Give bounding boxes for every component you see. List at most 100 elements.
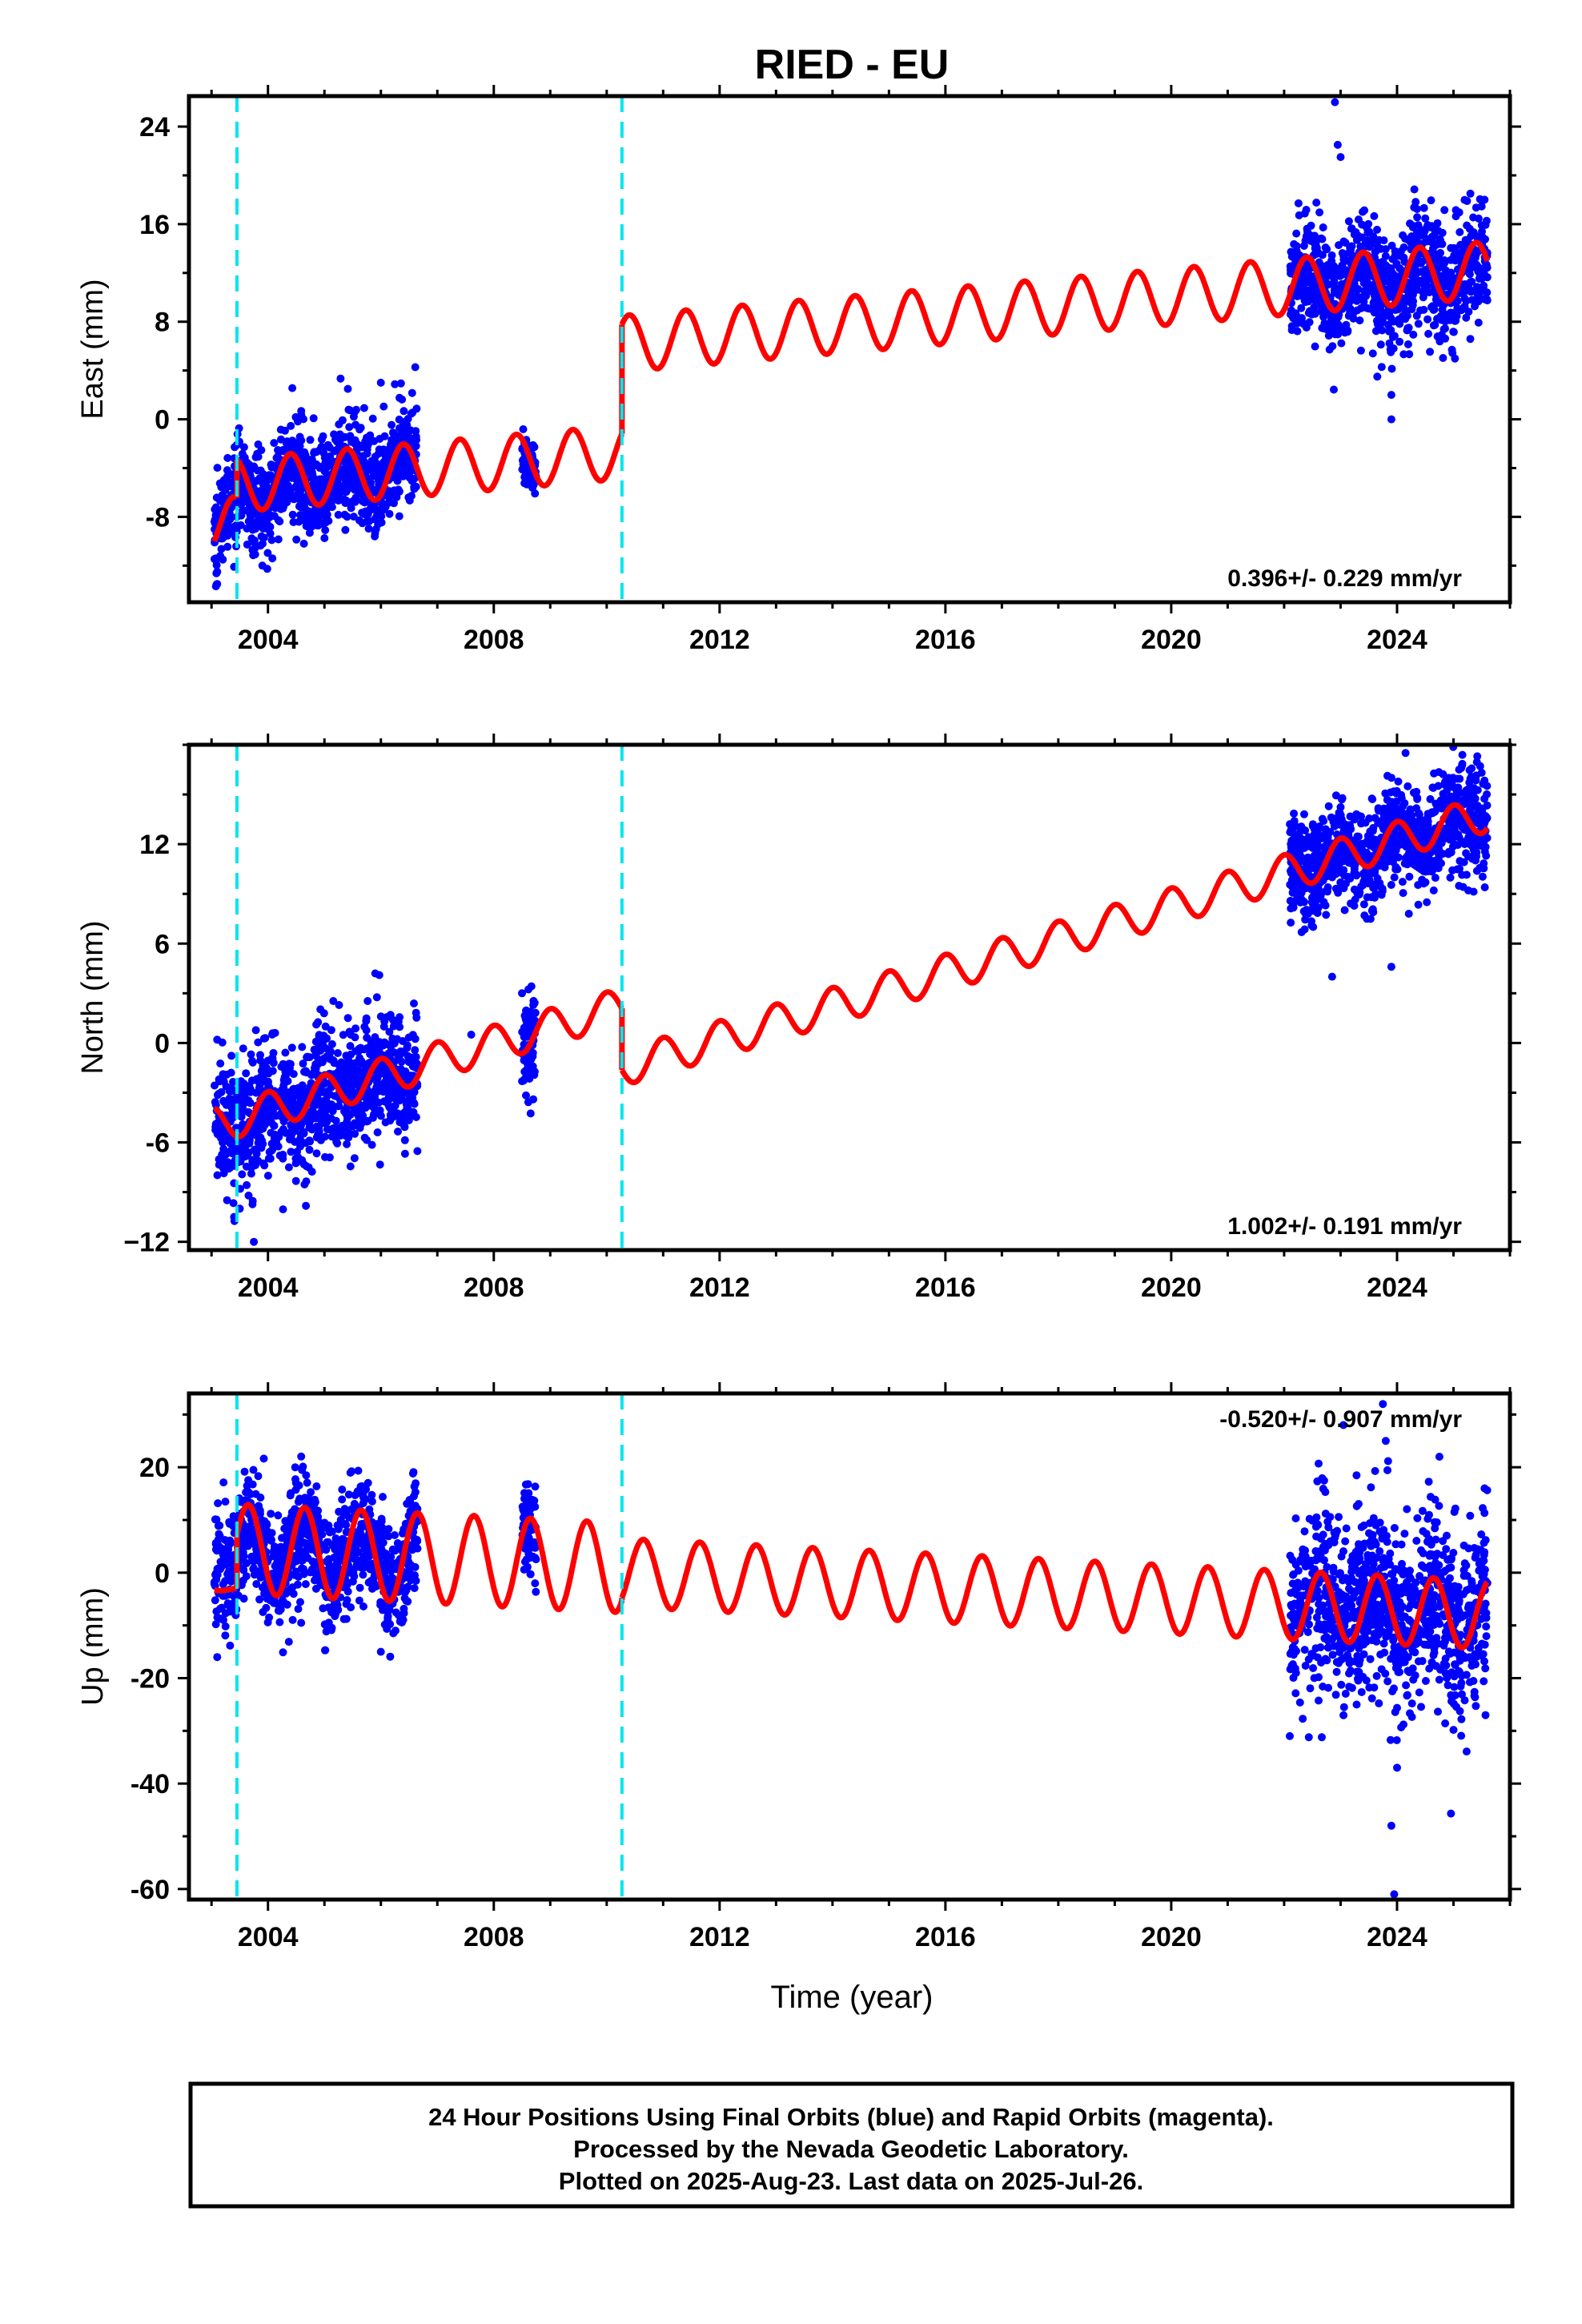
data-point — [1287, 919, 1295, 927]
data-point — [522, 1091, 530, 1100]
data-point — [1469, 213, 1478, 222]
data-point — [1347, 246, 1355, 255]
data-point — [1473, 752, 1482, 761]
data-point — [345, 1077, 354, 1086]
data-point — [213, 580, 222, 589]
data-point — [284, 1163, 293, 1172]
data-point — [307, 1168, 316, 1176]
data-point — [258, 1136, 267, 1145]
data-point — [1371, 893, 1379, 902]
data-point — [279, 1059, 287, 1068]
data-point — [1370, 308, 1379, 317]
data-point — [1333, 140, 1342, 149]
data-point — [1466, 189, 1475, 198]
data-point — [343, 468, 351, 476]
data-point — [1481, 811, 1490, 820]
data-point — [367, 1037, 376, 1046]
data-point — [1391, 281, 1399, 290]
data-point — [266, 529, 275, 538]
data-point — [279, 1084, 287, 1093]
data-point — [1376, 320, 1385, 329]
data-point — [1439, 834, 1448, 843]
data-point — [1406, 805, 1415, 814]
data-point — [226, 1113, 235, 1122]
data-point — [1483, 790, 1492, 798]
data-point — [1413, 794, 1422, 802]
data-point — [1379, 257, 1387, 266]
data-point — [320, 467, 329, 476]
data-point — [258, 1068, 267, 1076]
data-point — [1421, 214, 1430, 223]
data-point — [294, 1605, 303, 1614]
data-point — [1476, 863, 1485, 872]
data-point — [1399, 253, 1408, 262]
data-point — [1331, 272, 1340, 280]
data-point — [360, 1023, 369, 1031]
data-point — [1321, 243, 1330, 252]
data-point — [1470, 261, 1479, 270]
data-point — [338, 1495, 347, 1504]
data-point — [315, 1035, 323, 1043]
data-point — [381, 452, 390, 461]
data-point — [385, 1027, 394, 1036]
data-point — [1360, 287, 1369, 296]
data-point — [400, 1149, 409, 1158]
data-point — [223, 453, 232, 462]
data-point — [1387, 415, 1395, 424]
data-points — [211, 745, 1492, 1246]
data-point — [327, 1026, 335, 1035]
data-point — [1431, 252, 1439, 261]
data-point — [1311, 296, 1320, 305]
data-point — [1306, 231, 1315, 239]
data-point — [311, 1069, 320, 1078]
data-point — [1448, 842, 1457, 851]
data-point — [530, 1068, 539, 1076]
data-point — [1322, 911, 1331, 919]
data-point — [1357, 293, 1366, 302]
data-point — [1365, 876, 1374, 885]
data-point — [1354, 215, 1363, 224]
data-point — [322, 1118, 331, 1127]
data-point — [1390, 873, 1399, 882]
x-tick-label: 2024 — [1367, 625, 1427, 655]
data-point — [1291, 250, 1299, 259]
data-point — [278, 495, 287, 504]
data-point — [279, 1154, 287, 1163]
data-point — [262, 490, 271, 499]
chart-title: RIED - EU — [755, 42, 950, 88]
data-point — [211, 1126, 220, 1134]
data-point — [242, 1162, 251, 1171]
data-point — [1350, 862, 1359, 871]
data-point — [254, 1038, 263, 1047]
data-point — [1344, 858, 1353, 867]
data-point — [367, 478, 375, 487]
data-point — [413, 1147, 422, 1156]
data-point — [306, 436, 315, 444]
data-point — [1286, 880, 1295, 889]
data-point — [335, 420, 343, 428]
data-point — [1364, 219, 1373, 228]
data-point — [1458, 870, 1467, 879]
data-point — [1339, 866, 1348, 875]
data-point — [1387, 264, 1395, 273]
y-tick-label: −12 — [123, 1228, 170, 1258]
data-point — [1480, 264, 1489, 273]
data-point — [1399, 810, 1408, 818]
data-point — [1394, 777, 1403, 786]
data-point — [299, 539, 308, 548]
data-point — [357, 1059, 366, 1068]
data-point — [1429, 306, 1438, 314]
data-point — [305, 1053, 314, 1062]
data-point — [1397, 794, 1406, 802]
data-point — [1355, 316, 1364, 325]
data-point — [1441, 317, 1450, 326]
data-point — [1448, 866, 1457, 875]
data-point — [1413, 205, 1421, 213]
data-point — [219, 1169, 228, 1178]
data-point — [1331, 870, 1340, 879]
data-point — [267, 1128, 275, 1137]
data-point — [519, 464, 528, 472]
data-point — [1399, 889, 1407, 898]
